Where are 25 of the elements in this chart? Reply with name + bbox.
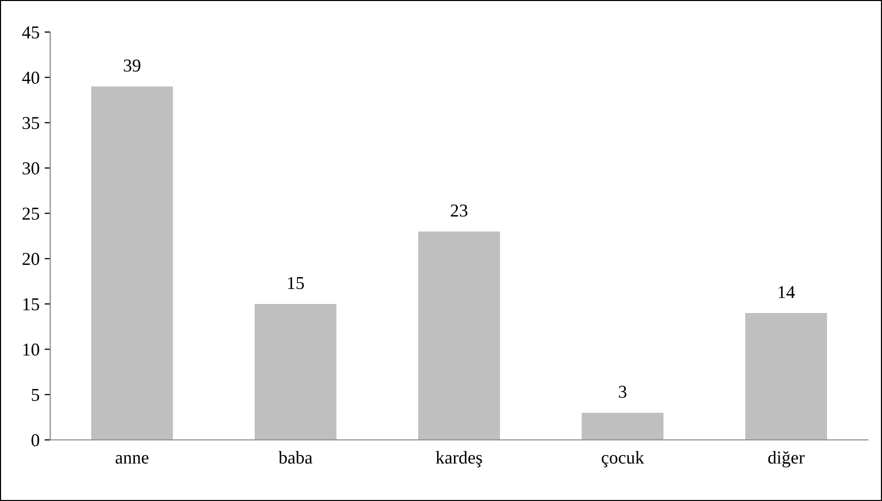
x-tick-label: baba xyxy=(278,450,312,464)
x-tick-label: çocuk xyxy=(602,450,644,468)
y-tick-label: 10 xyxy=(23,344,40,356)
x-tick-label: diğer xyxy=(768,450,805,468)
data-label: 23 xyxy=(450,204,468,217)
data-label: 39 xyxy=(124,60,140,72)
y-tick-label: 5 xyxy=(32,389,40,402)
y-tick-label: 25 xyxy=(22,208,40,220)
y-tick-label: 40 xyxy=(22,72,40,84)
y-tick-label: 15 xyxy=(23,298,40,310)
bar xyxy=(418,231,500,440)
data-label: 3 xyxy=(618,386,626,398)
y-tick-label: 45 xyxy=(22,26,40,39)
y-tick-label: 0 xyxy=(32,434,40,446)
data-label: 14 xyxy=(778,286,795,298)
bar xyxy=(254,304,336,440)
bar xyxy=(745,313,828,440)
x-tick-label: kardeş xyxy=(436,450,482,468)
data-label: 15 xyxy=(288,277,304,290)
bar xyxy=(91,86,173,440)
y-tick-label: 35 xyxy=(22,117,40,130)
y-tick-label: 20 xyxy=(22,252,40,266)
y-tick-label: 30 xyxy=(22,162,40,174)
x-tick-label: anne xyxy=(116,455,148,464)
bar xyxy=(582,412,664,440)
